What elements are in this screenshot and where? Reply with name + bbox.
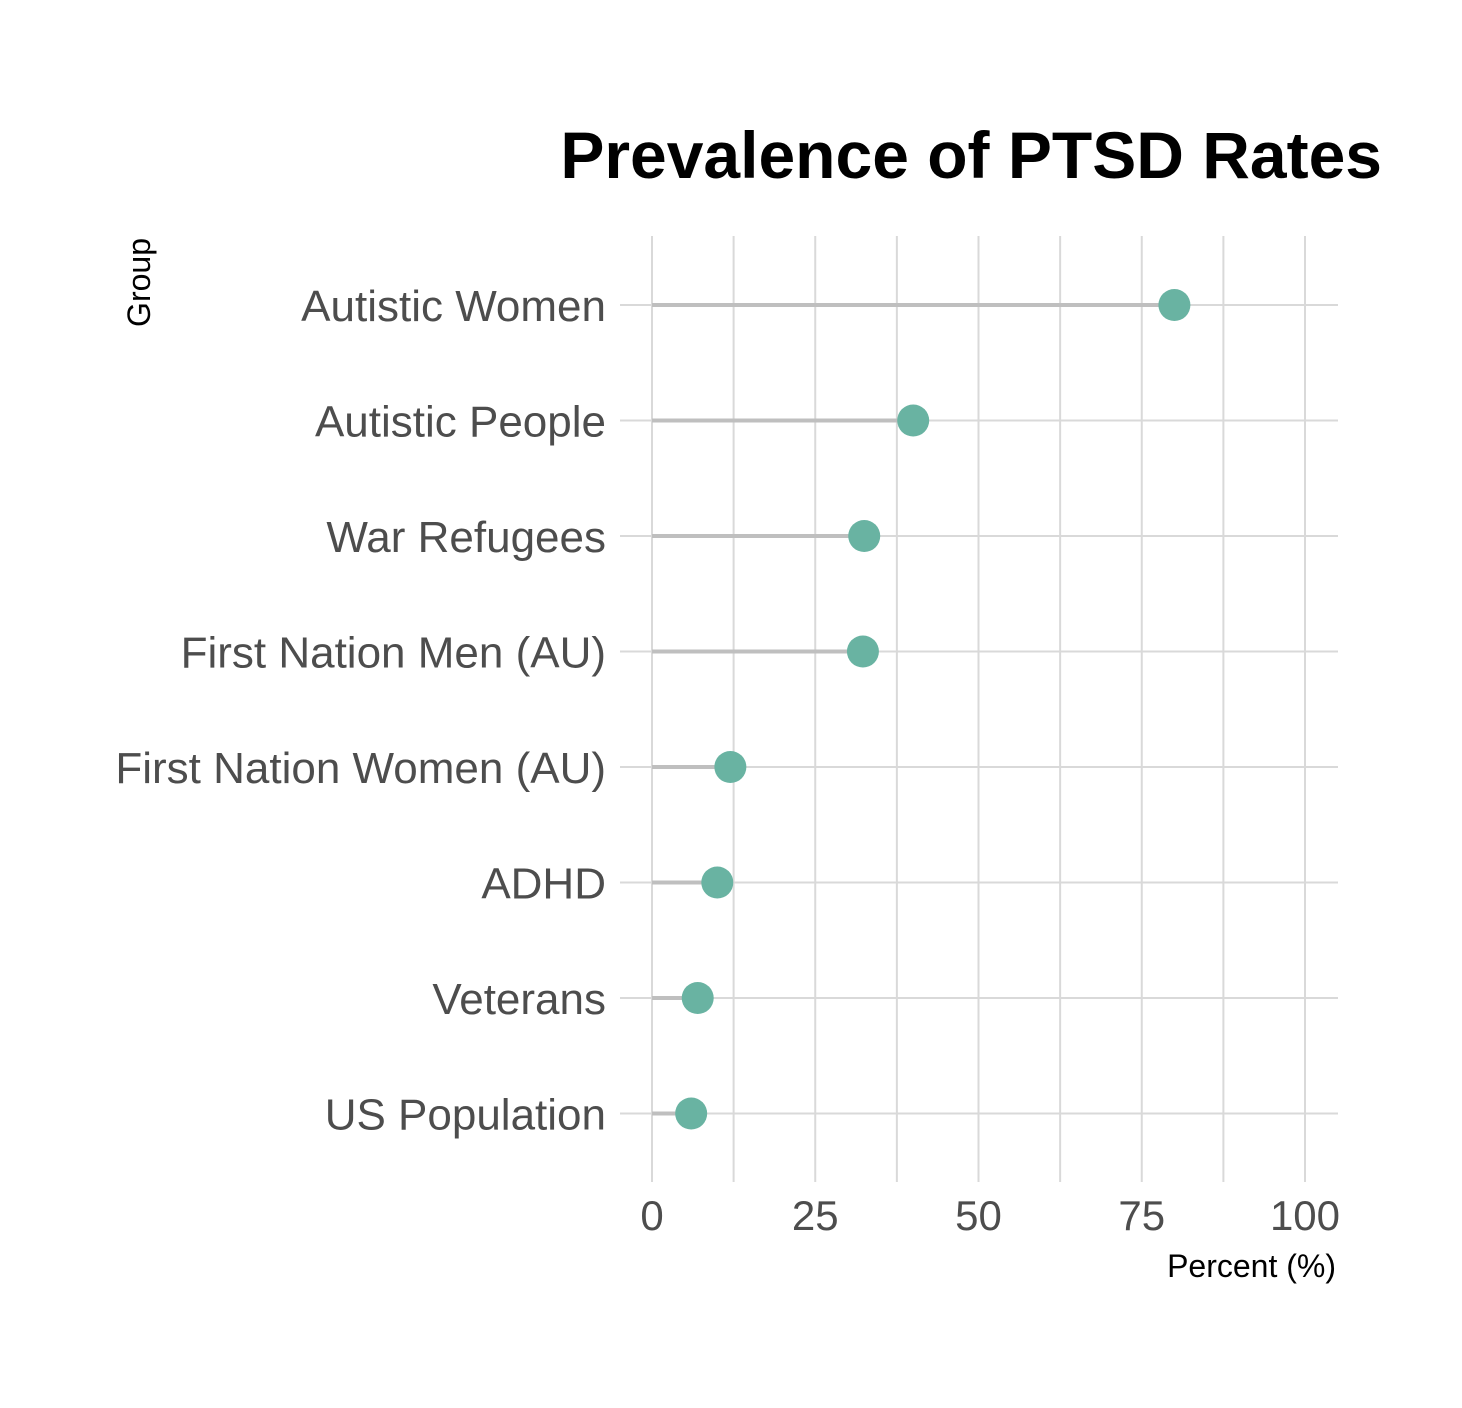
data-point [848,520,881,552]
chart-title: Prevalence of PTSD Rates [560,118,1382,192]
data-point [681,982,714,1014]
grid-lines [620,236,1338,1182]
lollipop-points [675,289,1191,1130]
category-label: Autistic Women [301,282,606,331]
data-point [714,751,747,783]
x-tick-label: 100 [1270,1192,1340,1239]
data-point [701,866,734,899]
category-label: First Nation Men (AU) [181,629,606,678]
x-tick-label: 50 [955,1192,1002,1239]
x-tick-label: 0 [640,1192,663,1239]
data-point [1158,289,1191,321]
category-label: War Refugees [326,513,606,562]
category-label: Veterans [432,975,606,1024]
category-label: ADHD [481,860,606,909]
x-tick-label: 75 [1118,1192,1165,1239]
category-labels: Autistic Women Autistic People War Refugee… [115,282,606,1140]
x-axis-title: Percent (%) [1167,1248,1336,1284]
category-label: First Nation Women (AU) [115,744,606,793]
x-tick-label: 25 [792,1192,839,1239]
y-axis-title: Group [121,238,157,327]
data-point [846,635,879,668]
category-label: Autistic People [315,398,606,447]
x-tick-labels: 0 25 50 75 100 [640,1192,1340,1239]
data-point [675,1097,708,1130]
category-label: US Population [325,1091,606,1140]
data-point [897,404,930,437]
